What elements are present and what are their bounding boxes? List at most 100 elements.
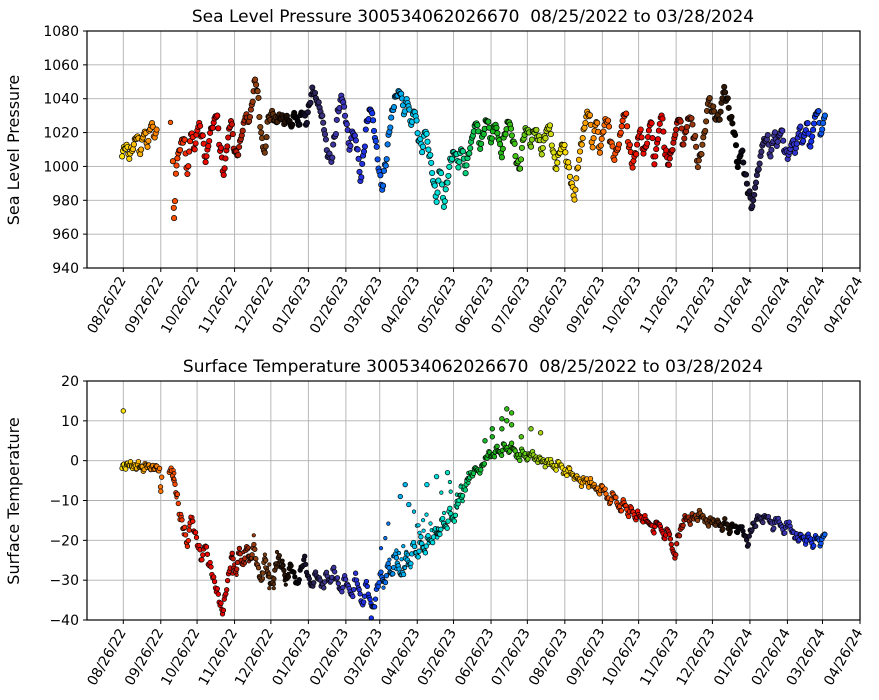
data-point xyxy=(579,135,586,142)
data-point xyxy=(218,600,224,606)
data-point xyxy=(703,118,710,125)
data-point-scatter xyxy=(381,585,386,590)
data-point xyxy=(666,155,673,162)
data-point xyxy=(171,215,178,222)
data-point xyxy=(724,95,731,102)
data-point xyxy=(224,143,231,150)
data-point xyxy=(782,530,788,536)
data-point xyxy=(334,575,341,581)
data-point xyxy=(594,119,601,126)
data-point xyxy=(215,591,221,597)
data-point xyxy=(455,164,462,171)
data-point xyxy=(171,198,179,205)
data-point xyxy=(821,112,828,119)
data-point xyxy=(215,125,222,132)
data-point xyxy=(651,530,657,536)
data-point xyxy=(361,143,368,150)
data-point xyxy=(332,131,339,138)
data-point xyxy=(745,541,752,548)
data-point xyxy=(182,524,188,530)
data-point xyxy=(296,121,303,128)
data-point xyxy=(437,531,443,537)
data-point xyxy=(372,596,379,602)
data-point-scatter xyxy=(263,565,268,570)
data-point xyxy=(360,148,368,155)
data-point xyxy=(561,142,568,149)
data-point xyxy=(253,556,259,562)
data-point xyxy=(710,103,717,110)
data-point-scatter xyxy=(405,552,410,557)
data-point xyxy=(119,153,126,160)
data-point-scatter xyxy=(242,561,248,566)
data-point xyxy=(511,140,518,147)
data-point xyxy=(339,589,345,595)
data-point xyxy=(145,137,152,144)
data-point xyxy=(596,149,603,156)
data-point xyxy=(644,140,651,147)
data-point xyxy=(810,126,817,133)
data-point xyxy=(819,126,826,133)
data-point xyxy=(192,529,199,536)
data-point xyxy=(804,120,811,127)
data-point xyxy=(288,563,294,569)
data-point xyxy=(739,147,746,154)
data-point xyxy=(156,465,163,472)
data-point xyxy=(722,89,729,96)
data-point xyxy=(459,148,466,155)
data-point xyxy=(138,146,145,153)
data-point xyxy=(462,487,468,493)
data-point xyxy=(683,123,691,131)
data-point xyxy=(193,534,200,541)
data-point-outlier xyxy=(397,493,403,500)
data-point xyxy=(797,123,804,130)
data-point xyxy=(302,553,308,559)
data-point xyxy=(546,122,554,129)
data-point xyxy=(660,128,667,135)
data-point xyxy=(508,132,515,139)
data-point xyxy=(459,493,466,499)
y-tick-label: 1060 xyxy=(43,58,79,74)
data-point-scatter xyxy=(416,523,421,528)
data-point-scatter xyxy=(271,582,277,587)
data-point xyxy=(463,162,470,169)
data-point xyxy=(257,123,264,131)
data-point-scatter xyxy=(267,562,272,567)
data-point xyxy=(605,117,612,124)
data-point xyxy=(746,188,753,195)
data-point xyxy=(359,160,366,167)
data-point xyxy=(497,141,504,148)
data-point-outlier xyxy=(433,473,440,480)
data-point xyxy=(764,132,771,139)
data-point xyxy=(815,108,822,115)
data-point xyxy=(706,94,713,102)
data-point xyxy=(633,151,640,158)
data-point xyxy=(303,561,309,568)
data-point xyxy=(539,144,546,152)
data-point xyxy=(649,135,656,142)
data-point xyxy=(357,591,363,597)
data-point xyxy=(197,122,204,130)
data-point xyxy=(615,141,623,148)
data-point xyxy=(369,110,376,117)
data-point xyxy=(408,560,414,567)
data-point xyxy=(263,134,270,141)
y-tick-label: −20 xyxy=(49,533,79,549)
data-point xyxy=(694,164,701,171)
y-tick-label: −30 xyxy=(49,573,79,589)
data-point xyxy=(307,99,314,106)
data-point xyxy=(499,145,506,152)
data-point xyxy=(222,155,229,162)
data-point xyxy=(430,539,436,546)
data-point xyxy=(370,127,378,134)
data-point-scatter xyxy=(378,546,384,551)
data-point-scatter xyxy=(274,549,280,555)
data-point xyxy=(236,143,243,151)
data-point xyxy=(656,120,663,127)
data-point xyxy=(203,153,210,160)
data-point xyxy=(590,135,597,142)
data-point xyxy=(144,143,151,150)
data-point xyxy=(181,136,188,143)
data-point xyxy=(695,157,702,164)
data-point-outlier xyxy=(444,469,451,476)
data-point xyxy=(438,170,445,177)
